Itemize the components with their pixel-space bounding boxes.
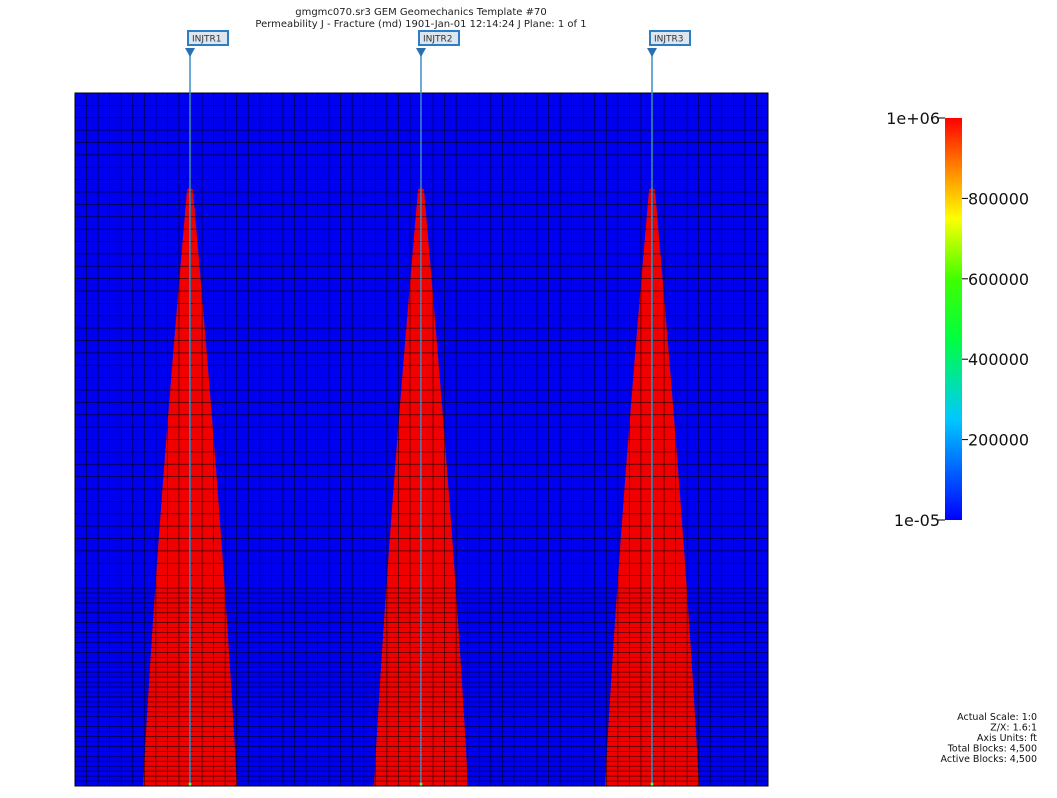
well-marker xyxy=(185,48,195,57)
colorbar-label: 600000 xyxy=(968,270,1029,289)
colorbar xyxy=(945,118,962,520)
well-label: INJTR1 xyxy=(192,35,222,45)
info-line: Z/X: 1.6:1 xyxy=(990,723,1037,734)
well-marker xyxy=(416,48,426,57)
well-marker xyxy=(647,48,657,57)
well-perforation xyxy=(419,782,423,786)
info-line: Total Blocks: 4,500 xyxy=(947,744,1037,755)
title: gmgmc070.sr3 GEM Geomechanics Template #… xyxy=(295,7,546,18)
colorbar-labels: 1e+06 800000 600000 400000 200000 1e-05 xyxy=(886,109,1029,530)
info-line: Axis Units: ft xyxy=(977,733,1037,744)
colorbar-label: 1e-05 xyxy=(894,511,940,530)
well-label: INJTR2 xyxy=(423,35,453,45)
colorbar-label: 800000 xyxy=(968,189,1029,208)
well-label: INJTR3 xyxy=(654,35,684,45)
info-line: Actual Scale: 1:0 xyxy=(957,712,1037,723)
well-perforation xyxy=(188,782,192,786)
info-line: Active Blocks: 4,500 xyxy=(941,754,1037,765)
well-label-box xyxy=(187,30,229,46)
colorbar-label: 1e+06 xyxy=(886,109,940,128)
colorbar-label: 400000 xyxy=(968,350,1029,369)
subtitle: Permeability J - Fracture (md) 1901-Jan-… xyxy=(255,19,586,30)
well-perforation xyxy=(650,782,654,786)
well-label-box xyxy=(649,30,691,46)
well-label-box xyxy=(418,30,460,46)
colorbar-label: 200000 xyxy=(968,431,1029,450)
wells: INJTR1 INJTR2 INJTR3 xyxy=(185,30,691,786)
